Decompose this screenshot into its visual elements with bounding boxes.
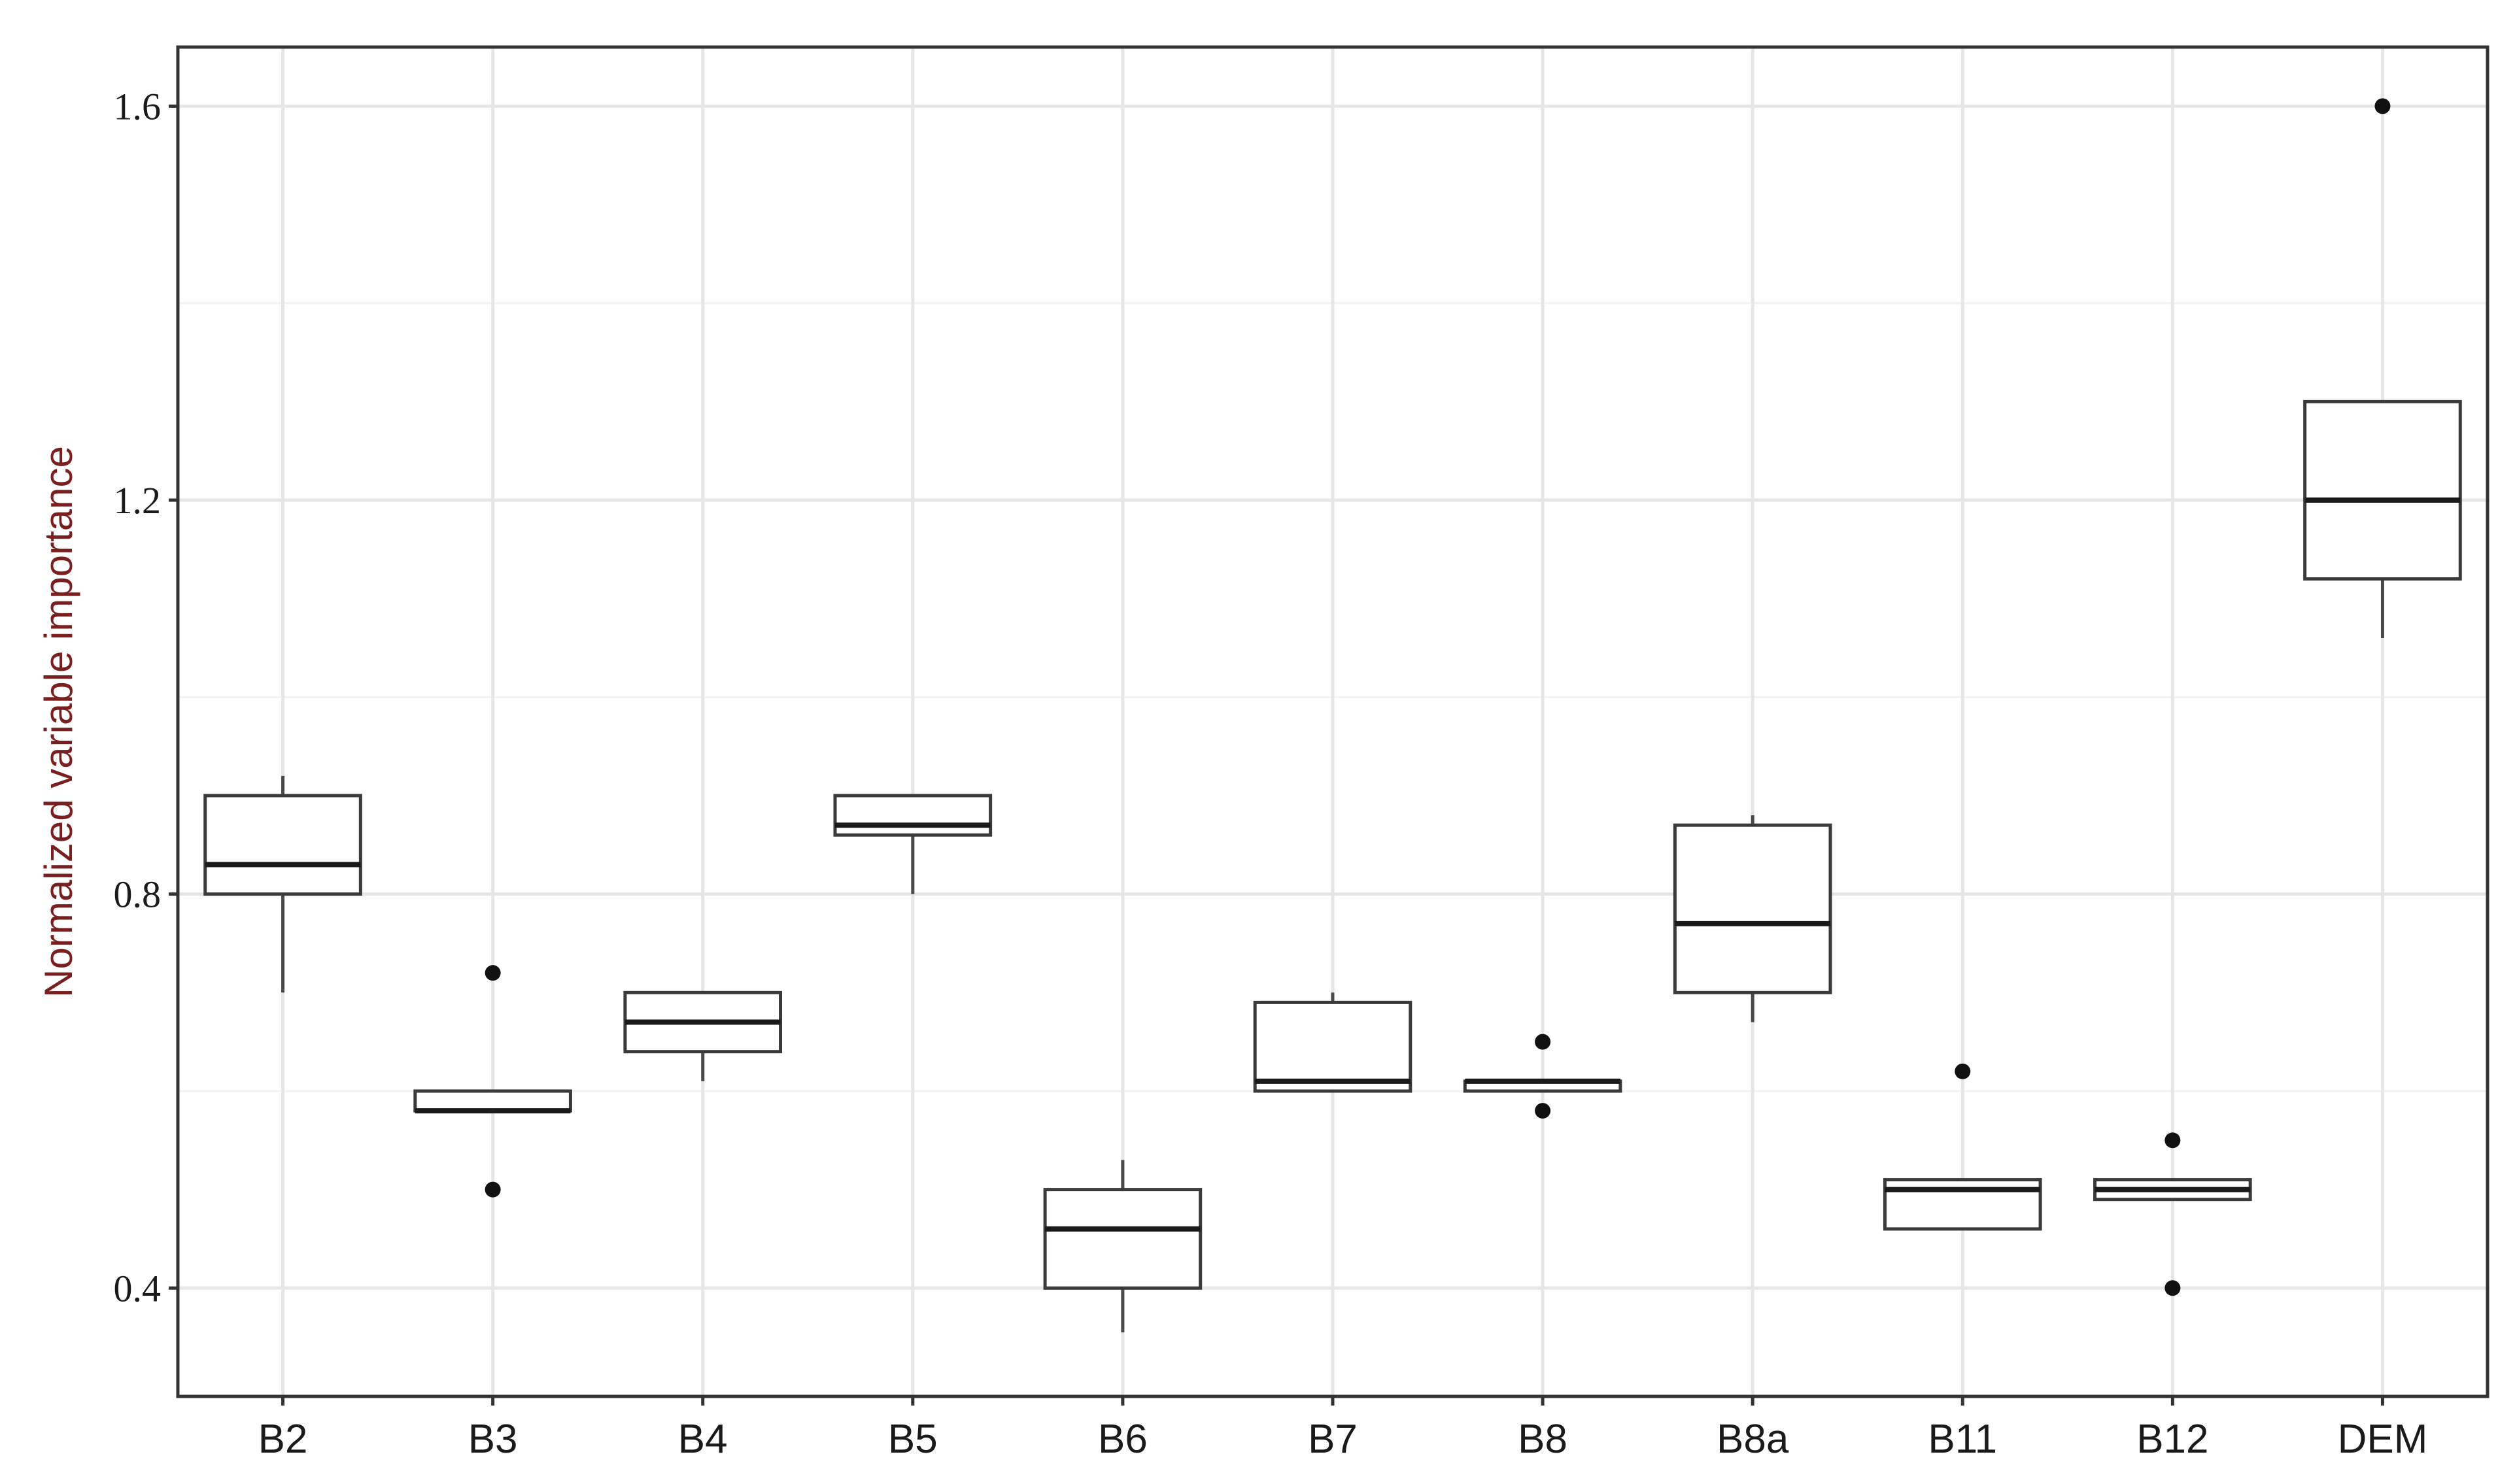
outlier-point: [1535, 1034, 1551, 1050]
box-iqr: [2303, 399, 2462, 581]
x-tick-label-b8a: B8a: [1717, 1417, 1789, 1462]
outlier-point: [485, 1181, 501, 1198]
x-tick-label-dem: DEM: [2338, 1417, 2428, 1462]
box-dem: [2303, 98, 2462, 638]
outlier-point: [1535, 1103, 1551, 1119]
axis-layer: 0.4 0.8 1.2 1.6 B2 B3 B4 B5 B6 B7 B8 B8a B11 B12 DEM: [114, 85, 2428, 1462]
outlier-point: [485, 965, 501, 981]
outlier-point: [2164, 1280, 2181, 1296]
x-tick-label-b4: B4: [678, 1417, 728, 1462]
box-b6: [1043, 1160, 1203, 1333]
y-tick-label: 0.4: [114, 1267, 162, 1309]
box-b12: [2093, 1132, 2252, 1296]
outlier-point: [1955, 1063, 1971, 1079]
box-iqr: [833, 794, 993, 837]
box-b7: [1253, 992, 1412, 1093]
box-b8a: [1673, 815, 1832, 1022]
y-tick-label: 1.2: [114, 479, 162, 522]
box-b3: [413, 965, 572, 1198]
y-tick-label: 1.6: [114, 85, 162, 127]
x-tick-label-b11: B11: [1928, 1417, 1997, 1462]
box-layer: [203, 98, 2462, 1333]
outlier-point: [2374, 98, 2391, 114]
box-iqr: [1253, 1000, 1412, 1093]
box-b8: [1463, 1034, 1622, 1119]
y-tick-label: 0.8: [114, 873, 162, 916]
x-tick-label-b5: B5: [888, 1417, 938, 1462]
outlier-point: [2164, 1132, 2181, 1149]
x-tick-label-b12: B12: [2136, 1417, 2208, 1462]
box-b5: [833, 794, 993, 894]
box-iqr: [1673, 823, 1832, 994]
y-axis-title: Normalized variable importance: [37, 446, 80, 998]
box-b2: [203, 775, 362, 993]
x-tick-label-b8: B8: [1518, 1417, 1567, 1462]
box-b11: [1883, 1063, 2042, 1231]
box-iqr: [1043, 1188, 1203, 1290]
box-iqr: [413, 1089, 572, 1113]
x-tick-label-b2: B2: [258, 1417, 308, 1462]
box-iqr: [203, 794, 362, 896]
x-tick-label-b7: B7: [1308, 1417, 1358, 1462]
box-b4: [623, 990, 783, 1081]
x-tick-label-b3: B3: [468, 1417, 518, 1462]
x-tick-label-b6: B6: [1098, 1417, 1148, 1462]
grid-layer: [178, 47, 2488, 1396]
